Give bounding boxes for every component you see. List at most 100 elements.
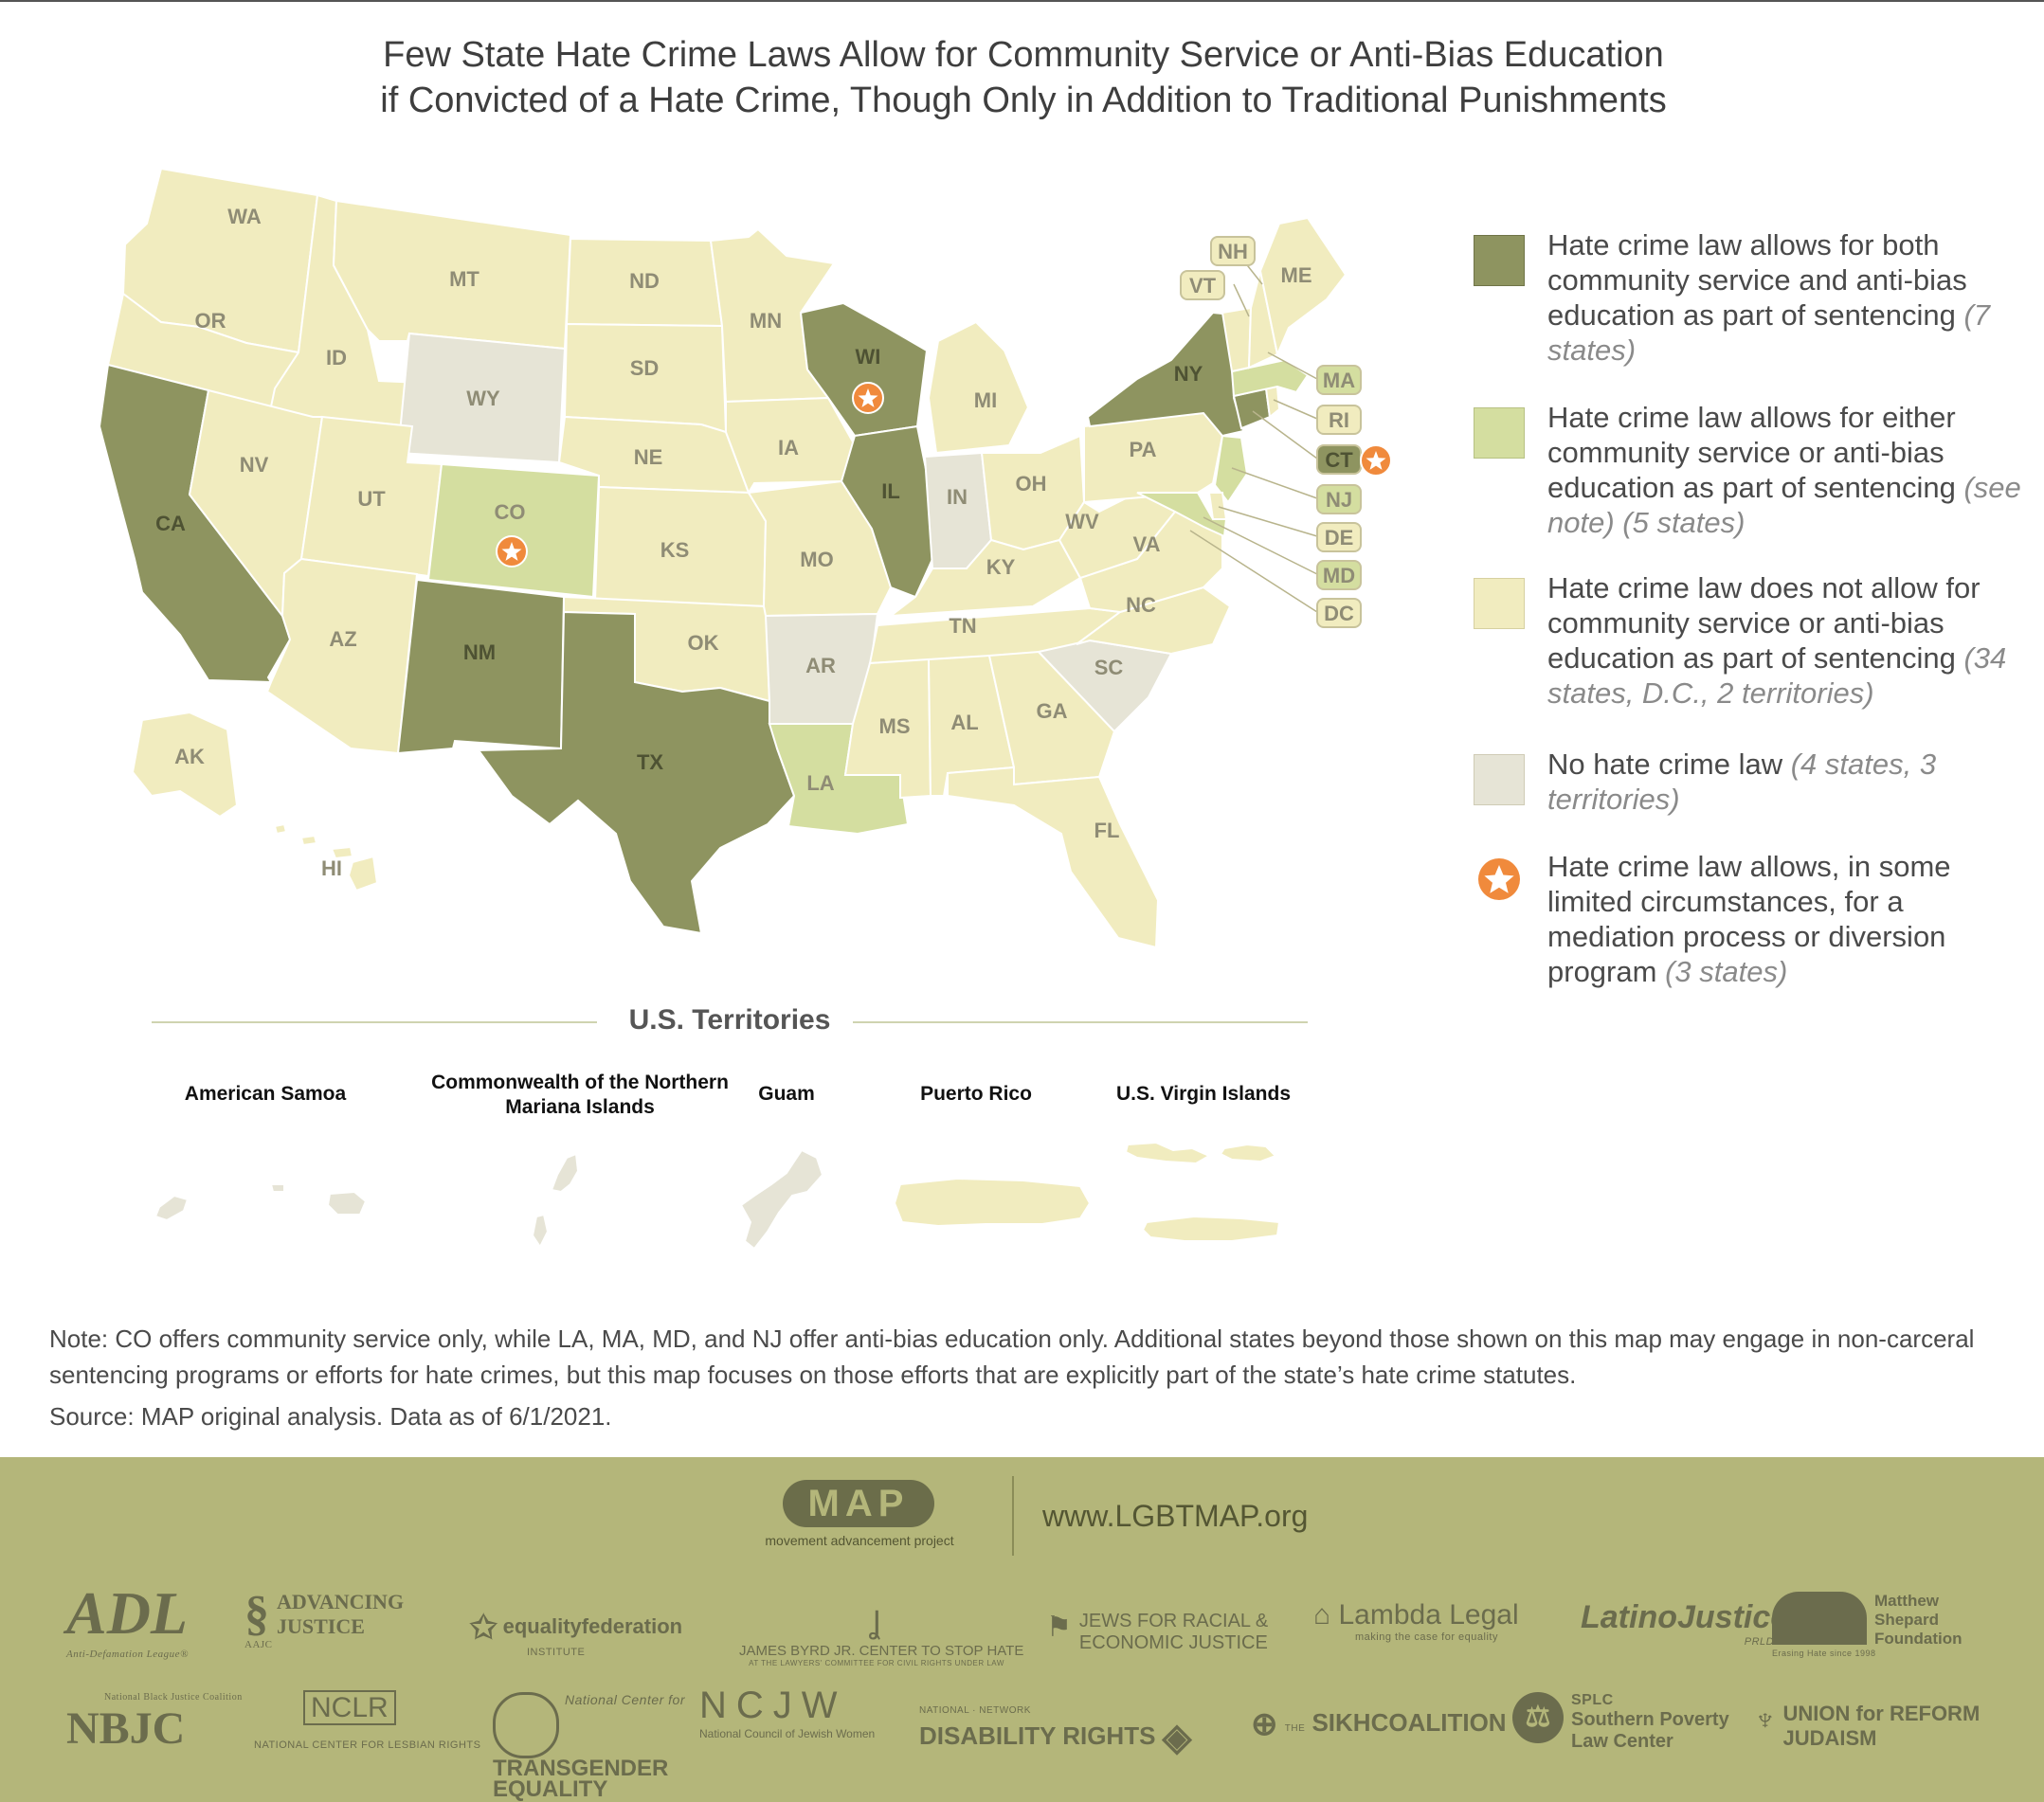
star-marker-CO[interactable] [496, 535, 528, 568]
state-label-CA: CA [155, 512, 186, 535]
top-rule [0, 0, 2044, 2]
footer-divider [1012, 1476, 1014, 1556]
territory-label-puerto-rico: Puerto Rico [920, 1083, 1032, 1105]
state-label-MS: MS [879, 714, 911, 738]
state-NY[interactable] [1086, 311, 1245, 438]
map-title: Few State Hate Crime Laws Allow for Comm… [380, 35, 1667, 120]
partner-ncte[interactable]: National Center for TRANSGENDER EQUALITY [493, 1692, 685, 1801]
partner-matthew-shepard-sub: Erasing Hate since 1998 [1772, 1649, 1876, 1658]
partner-splc[interactable]: ⚖ SPLC Southern Poverty Law Center [1512, 1692, 1730, 1753]
state-CO[interactable] [426, 462, 601, 599]
callout-VT[interactable]: VT [1180, 270, 1225, 300]
callout-MA[interactable]: MA [1316, 365, 1362, 395]
partner-urj[interactable]: ♆ UNION for REFORM JUDAISM [1753, 1702, 1981, 1751]
state-MA[interactable] [1230, 358, 1310, 398]
state-NM[interactable] [396, 578, 566, 755]
partner-james-byrd[interactable]: Ʝ JAMES BYRD JR. CENTER TO STOP HATE AT … [739, 1599, 1023, 1667]
territories-rule-left [152, 1021, 597, 1023]
state-label-AK: AK [174, 745, 205, 768]
scales-icon: ⚖ [1512, 1692, 1564, 1743]
star-marker-WI[interactable] [852, 382, 884, 414]
partner-latinojustice[interactable]: LatinoJustice PRLDEF [1581, 1599, 1788, 1648]
territory-us-virgin-islands[interactable] [1124, 1141, 1281, 1242]
state-MI[interactable] [927, 320, 1030, 455]
callout-NJ[interactable]: NJ [1316, 484, 1362, 514]
callout-CT[interactable]: CT [1316, 444, 1362, 475]
legend-swatch-both [1474, 235, 1525, 286]
legend-text-either: Hate crime law allows for either communi… [1547, 401, 1956, 504]
state-HI[interactable] [273, 822, 379, 892]
callout-RI[interactable]: RI [1316, 405, 1362, 435]
callout-label-NH: NH [1218, 240, 1248, 263]
state-FL[interactable] [947, 766, 1160, 949]
partner-ncjw[interactable]: NCJW National Council of Jewish Women [699, 1685, 875, 1740]
territory-american-samoa[interactable] [154, 1183, 368, 1222]
partner-james-byrd-sub: AT THE LAWYERS' COMMITTEE FOR CIVIL RIGH… [749, 1659, 1004, 1667]
sunburst-icon [1772, 1592, 1867, 1645]
map-logo[interactable]: MAP movement advancement project [765, 1480, 991, 1556]
star-marker-CT[interactable] [1360, 444, 1392, 477]
partner-adl-name: ADL [66, 1579, 188, 1647]
partner-aajc-name: ADVANCING JUSTICE [277, 1590, 405, 1638]
territory-puerto-rico[interactable] [893, 1177, 1092, 1228]
partner-matthew-shepard[interactable]: Matthew Shepard Foundation Erasing Hate … [1772, 1592, 1971, 1658]
star-icon-CO [501, 542, 522, 561]
state-label-NC: NC [1126, 593, 1156, 617]
diamond-grid-icon: ◈ [1162, 1717, 1192, 1758]
courthouse-icon: ⌂ [1313, 1599, 1331, 1631]
state-label-CO: CO [495, 500, 526, 524]
partner-james-byrd-name: JAMES BYRD JR. CENTER TO STOP HATE [739, 1643, 1024, 1659]
partner-ndrn-name: DISABILITY RIGHTS [919, 1721, 1156, 1750]
state-label-VA: VA [1133, 532, 1161, 556]
partner-urj-name: UNION for REFORM JUDAISM [1782, 1702, 1981, 1750]
territory-label-northern-mariana-islands: Commonwealth of the Northern Mariana Isl… [431, 1072, 729, 1118]
territory-northern-mariana-islands[interactable] [531, 1152, 580, 1249]
jfrej-icon: ⚑ [1046, 1612, 1072, 1643]
callout-box-NJ [1316, 484, 1362, 514]
state-label-WV: WV [1065, 510, 1099, 533]
partner-nbjc-sub: National Black Justice Coalition [104, 1692, 243, 1703]
partner-sikh-coalition[interactable]: ⊕ THE SIKHCOALITION [1251, 1705, 1507, 1743]
partner-nclr[interactable]: NCLR NATIONAL CENTER FOR LESBIAN RIGHTS [254, 1690, 481, 1751]
state-TX[interactable] [477, 610, 796, 935]
partner-aajc[interactable]: § ADVANCING JUSTICE AAJC [244, 1590, 453, 1651]
state-label-SD: SD [630, 356, 660, 380]
state-KY[interactable] [887, 538, 1082, 618]
state-label-GA: GA [1037, 699, 1068, 723]
territories-rule-right [853, 1021, 1308, 1023]
partner-adl[interactable]: ADL Anti-Defamation League® [66, 1578, 189, 1660]
state-AK[interactable] [131, 711, 239, 819]
map-note: Note: CO offers community service only, … [49, 1324, 1975, 1389]
partner-lambda-legal[interactable]: ⌂ Lambda Legal making the case for equal… [1313, 1599, 1519, 1643]
state-label-AL: AL [950, 711, 978, 734]
callout-NH[interactable]: NH [1210, 236, 1256, 266]
territories-header: U.S. Territories [152, 1000, 1308, 1048]
urj-icon: ♆ [1753, 1702, 1778, 1738]
state-label-TX: TX [637, 750, 663, 774]
callout-DE[interactable]: DE [1316, 522, 1362, 552]
state-label-NY: NY [1174, 362, 1203, 386]
territory-guam[interactable] [739, 1148, 824, 1251]
partner-jfrej[interactable]: ⚑ JEWS FOR RACIAL & ECONOMIC JUSTICE [1046, 1611, 1283, 1654]
state-ME[interactable] [1258, 216, 1348, 358]
partner-ndrn-sub: NATIONAL · NETWORK [919, 1705, 1031, 1716]
state-label-UT: UT [357, 487, 386, 511]
callout-DC[interactable]: DC [1316, 598, 1362, 628]
partner-adl-sub: Anti-Defamation League® [66, 1649, 189, 1660]
callout-MD[interactable]: MD [1316, 560, 1362, 590]
partner-nbjc[interactable]: National Black Justice Coalition NBJC [66, 1692, 243, 1755]
callout-label-NJ: NJ [1326, 488, 1352, 512]
state-NJ[interactable] [1213, 434, 1249, 504]
state-label-MT: MT [449, 267, 479, 291]
partner-ndrn[interactable]: NATIONAL · NETWORK DISABILITY RIGHTS ◈ [919, 1705, 1191, 1759]
star-markers [496, 382, 1392, 568]
state-label-OK: OK [688, 631, 719, 655]
partner-equality-federation[interactable]: ✩ equalityfederation INSTITUTE [470, 1609, 682, 1658]
state-label-KS: KS [660, 538, 690, 562]
partner-nclr-name: NCLR [303, 1690, 396, 1725]
state-label-WY: WY [466, 387, 500, 410]
state-AZ[interactable] [265, 557, 419, 755]
partner-nclr-sub: NATIONAL CENTER FOR LESBIAN RIGHTS [254, 1739, 481, 1751]
state-label-AR: AR [805, 654, 836, 677]
footer-url[interactable]: www.LGBTMAP.org [1042, 1499, 1309, 1533]
